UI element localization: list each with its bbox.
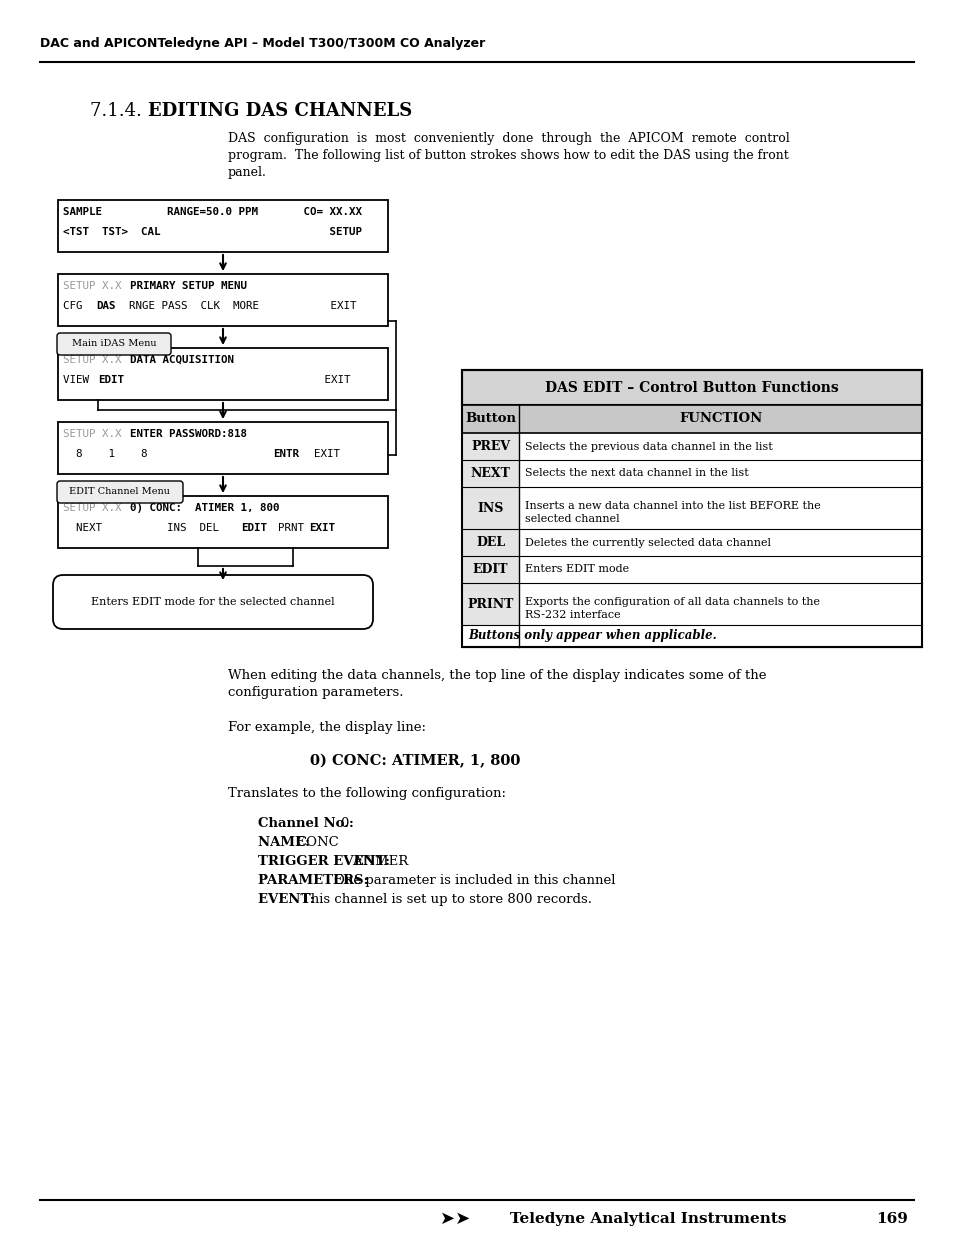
Text: 7.1.4.: 7.1.4. bbox=[90, 103, 148, 120]
Text: NEXT: NEXT bbox=[470, 467, 510, 480]
Text: PARAMETERS:: PARAMETERS: bbox=[257, 874, 373, 887]
FancyBboxPatch shape bbox=[461, 556, 518, 583]
FancyBboxPatch shape bbox=[461, 405, 921, 433]
Text: Deletes the currently selected data channel: Deletes the currently selected data chan… bbox=[524, 537, 770, 547]
Text: SETUP X.X: SETUP X.X bbox=[63, 354, 121, 366]
Text: For example, the display line:: For example, the display line: bbox=[228, 721, 426, 734]
Text: NEXT          INS  DEL: NEXT INS DEL bbox=[63, 522, 238, 534]
Text: DEL: DEL bbox=[476, 536, 504, 550]
Text: ATIMER: ATIMER bbox=[352, 855, 408, 868]
Text: ENTER PASSWORD:818: ENTER PASSWORD:818 bbox=[130, 429, 247, 438]
Text: INS: INS bbox=[476, 501, 503, 515]
Text: EDIT Channel Menu: EDIT Channel Menu bbox=[70, 488, 171, 496]
Text: Translates to the following configuration:: Translates to the following configuratio… bbox=[228, 787, 505, 800]
Text: EXIT: EXIT bbox=[301, 450, 339, 459]
Text: ➤➤: ➤➤ bbox=[439, 1210, 470, 1228]
Text: DAS EDIT – Control Button Functions: DAS EDIT – Control Button Functions bbox=[544, 380, 838, 394]
FancyBboxPatch shape bbox=[57, 480, 183, 503]
Text: Button: Button bbox=[464, 412, 516, 426]
FancyBboxPatch shape bbox=[461, 529, 518, 556]
FancyBboxPatch shape bbox=[58, 200, 388, 252]
Text: 169: 169 bbox=[875, 1212, 907, 1226]
Text: FUNCTION: FUNCTION bbox=[679, 412, 761, 426]
FancyBboxPatch shape bbox=[461, 583, 518, 625]
Text: Main iDAS Menu: Main iDAS Menu bbox=[71, 340, 156, 348]
Text: DAC and APICONTeledyne API – Model T300/T300M CO Analyzer: DAC and APICONTeledyne API – Model T300/… bbox=[40, 37, 485, 51]
Text: 8    1    8: 8 1 8 bbox=[63, 450, 148, 459]
Text: Buttons only appear when applicable.: Buttons only appear when applicable. bbox=[468, 630, 716, 642]
Text: PRNT: PRNT bbox=[265, 522, 316, 534]
FancyBboxPatch shape bbox=[461, 370, 921, 405]
Text: program.  The following list of button strokes shows how to edit the DAS using t: program. The following list of button st… bbox=[228, 149, 788, 162]
Text: EDIT: EDIT bbox=[473, 563, 508, 576]
FancyBboxPatch shape bbox=[58, 348, 388, 400]
Text: CFG: CFG bbox=[63, 301, 95, 311]
Text: panel.: panel. bbox=[228, 165, 267, 179]
Text: EDITING DAS CHANNELS: EDITING DAS CHANNELS bbox=[148, 103, 412, 120]
Text: configuration parameters.: configuration parameters. bbox=[228, 685, 403, 699]
Text: <TST  TST>  CAL                          SETUP: <TST TST> CAL SETUP bbox=[63, 227, 361, 237]
FancyBboxPatch shape bbox=[57, 333, 171, 354]
Text: PRIMARY SETUP MENU: PRIMARY SETUP MENU bbox=[130, 282, 247, 291]
Text: selected channel: selected channel bbox=[524, 514, 619, 524]
FancyBboxPatch shape bbox=[461, 433, 518, 459]
Text: RS-232 interface: RS-232 interface bbox=[524, 610, 620, 620]
Text: EXIT: EXIT bbox=[123, 375, 350, 385]
Text: EDIT: EDIT bbox=[98, 375, 124, 385]
Text: Enters EDIT mode: Enters EDIT mode bbox=[524, 564, 628, 574]
Text: SETUP X.X: SETUP X.X bbox=[63, 282, 121, 291]
Text: SETUP X.X: SETUP X.X bbox=[63, 429, 121, 438]
Text: 0: 0 bbox=[339, 818, 348, 830]
Text: VIEW: VIEW bbox=[63, 375, 102, 385]
Text: Teledyne Analytical Instruments: Teledyne Analytical Instruments bbox=[510, 1212, 785, 1226]
Text: 0) CONC: ATIMER, 1, 800: 0) CONC: ATIMER, 1, 800 bbox=[310, 755, 519, 768]
Text: EDIT: EDIT bbox=[241, 522, 267, 534]
FancyBboxPatch shape bbox=[461, 625, 921, 647]
Text: DAS  configuration  is  most  conveniently  done  through  the  APICOM  remote  : DAS configuration is most conveniently d… bbox=[228, 132, 789, 144]
Text: Selects the previous data channel in the list: Selects the previous data channel in the… bbox=[524, 441, 772, 452]
Text: ENTR: ENTR bbox=[273, 450, 298, 459]
Text: PRINT: PRINT bbox=[467, 598, 513, 610]
FancyBboxPatch shape bbox=[461, 459, 518, 487]
Text: RNGE PASS  CLK  MORE           EXIT: RNGE PASS CLK MORE EXIT bbox=[116, 301, 356, 311]
FancyBboxPatch shape bbox=[58, 496, 388, 548]
Text: Selects the next data channel in the list: Selects the next data channel in the lis… bbox=[524, 468, 748, 478]
Text: Enters EDIT mode for the selected channel: Enters EDIT mode for the selected channe… bbox=[91, 597, 335, 606]
Text: Exports the configuration of all data channels to the: Exports the configuration of all data ch… bbox=[524, 597, 820, 606]
Text: CONC: CONC bbox=[295, 836, 338, 848]
FancyBboxPatch shape bbox=[53, 576, 373, 629]
FancyBboxPatch shape bbox=[58, 274, 388, 326]
Text: PREV: PREV bbox=[471, 440, 510, 453]
FancyBboxPatch shape bbox=[461, 487, 518, 529]
Text: NAME:: NAME: bbox=[257, 836, 314, 848]
Text: EXIT: EXIT bbox=[309, 522, 335, 534]
FancyBboxPatch shape bbox=[58, 422, 388, 474]
Text: SAMPLE          RANGE=50.0 PPM       CO= XX.XX: SAMPLE RANGE=50.0 PPM CO= XX.XX bbox=[63, 207, 361, 217]
Text: DATA ACQUISITION: DATA ACQUISITION bbox=[130, 354, 233, 366]
Text: EVENT:: EVENT: bbox=[257, 893, 319, 906]
Text: 0) CONC:  ATIMER 1, 800: 0) CONC: ATIMER 1, 800 bbox=[130, 503, 279, 513]
Text: SETUP X.X: SETUP X.X bbox=[63, 503, 121, 513]
Text: TRIGGER EVENT:: TRIGGER EVENT: bbox=[257, 855, 395, 868]
Text: Inserts a new data channel into the list BEFORE the: Inserts a new data channel into the list… bbox=[524, 501, 820, 511]
Text: This channel is set up to store 800 records.: This channel is set up to store 800 reco… bbox=[302, 893, 592, 906]
Text: One parameter is included in this channel: One parameter is included in this channe… bbox=[334, 874, 615, 887]
Text: DAS: DAS bbox=[96, 301, 115, 311]
Text: When editing the data channels, the top line of the display indicates some of th: When editing the data channels, the top … bbox=[228, 669, 765, 682]
Text: Channel No.:: Channel No.: bbox=[257, 818, 358, 830]
